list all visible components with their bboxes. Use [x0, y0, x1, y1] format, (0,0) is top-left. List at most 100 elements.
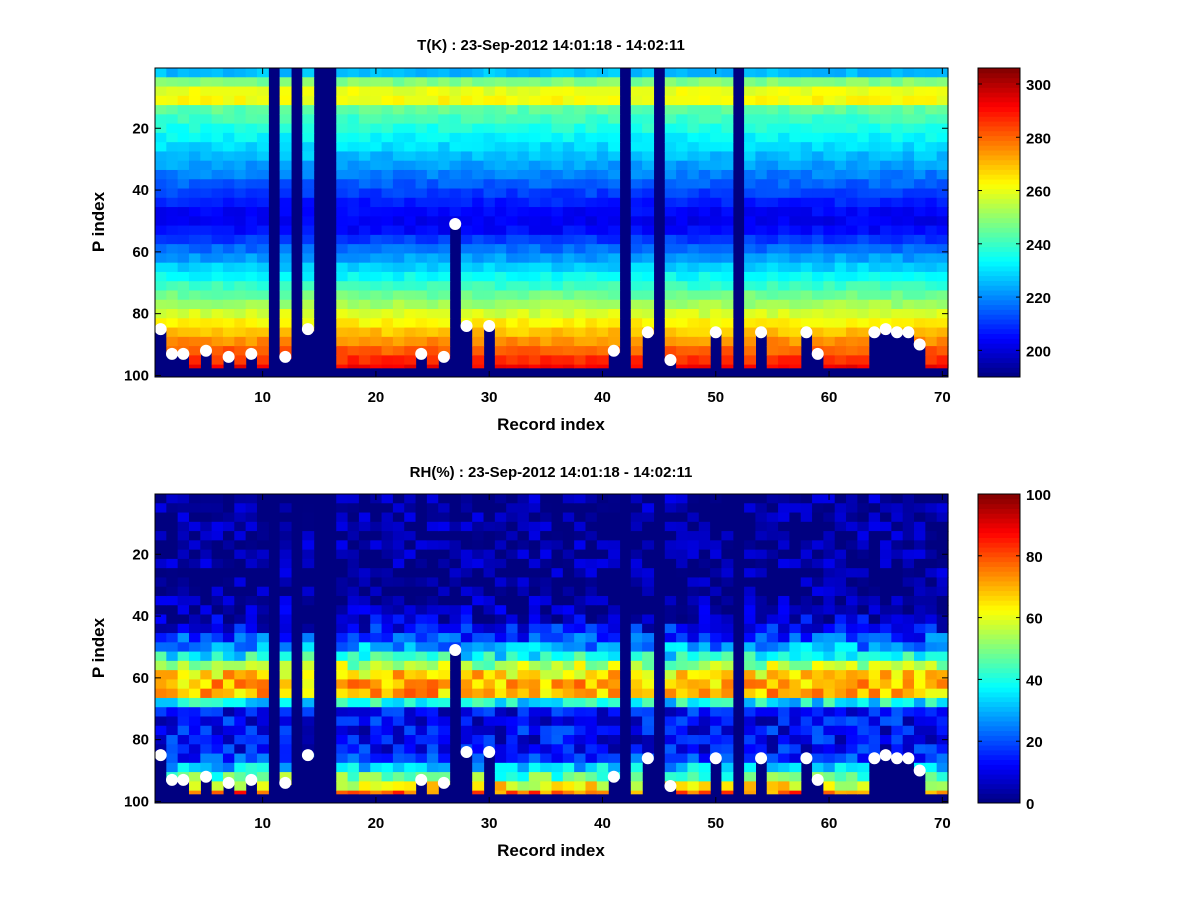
heatmap-cell — [517, 707, 530, 718]
heatmap-cell — [438, 707, 451, 718]
heatmap-cell — [812, 114, 824, 125]
heatmap-cell — [506, 151, 519, 162]
heatmap-cell — [279, 327, 292, 338]
heatmap-cell — [222, 225, 235, 236]
heatmap-cell — [256, 244, 269, 254]
heatmap-cell — [540, 586, 553, 597]
heatmap-cell — [426, 744, 439, 755]
heatmap-cell — [370, 160, 383, 171]
heatmap-cell — [936, 160, 949, 171]
heatmap-cell — [562, 68, 575, 78]
heatmap-cell — [630, 716, 643, 727]
heatmap-cell — [914, 318, 926, 329]
heatmap-cell — [800, 262, 813, 273]
heatmap-cell — [551, 735, 564, 745]
heatmap-cell — [891, 697, 904, 708]
heatmap-cell — [551, 188, 564, 199]
heatmap-cell — [177, 132, 190, 143]
heatmap-cell — [755, 660, 768, 671]
heatmap-cell — [585, 531, 598, 541]
heatmap-cell — [562, 503, 575, 514]
heatmap-cell — [494, 623, 507, 634]
heatmap-cell — [460, 614, 473, 625]
heatmap-cell — [902, 595, 915, 606]
heatmap-cell — [755, 595, 768, 606]
heatmap-cell — [687, 169, 700, 180]
heatmap-cell — [404, 753, 417, 764]
heatmap-cell — [766, 540, 779, 551]
heatmap-cell — [676, 735, 689, 745]
heatmap-cell — [279, 753, 292, 764]
heatmap-cell — [279, 290, 292, 301]
colorbar-swatch — [978, 798, 1020, 804]
heatmap-cell — [766, 642, 779, 653]
heatmap-cell — [392, 244, 405, 254]
heatmap-cell — [155, 577, 167, 588]
heatmap-cell — [302, 697, 315, 708]
heatmap-cell — [370, 114, 383, 125]
heatmap-cell — [177, 558, 190, 569]
heatmap-cell — [347, 568, 360, 579]
heatmap-cell — [211, 77, 224, 88]
heatmap-cell — [608, 142, 621, 153]
heatmap-cell — [698, 679, 711, 690]
heatmap-cell — [200, 151, 213, 162]
heatmap-cell — [574, 151, 587, 162]
surface-marker — [755, 752, 768, 765]
heatmap-cell — [562, 336, 575, 347]
heatmap-cell — [585, 169, 598, 180]
heatmap-cell — [925, 271, 938, 282]
heatmap-cell — [200, 299, 213, 310]
heatmap-cell — [585, 142, 598, 153]
heatmap-cell — [438, 633, 451, 643]
heatmap-cell — [336, 531, 349, 541]
heatmap-cell — [642, 123, 655, 134]
colorbar-tick-label: 260 — [1026, 184, 1051, 201]
heatmap-cell — [766, 216, 779, 227]
heatmap-cell — [279, 179, 292, 190]
heatmap-cell — [392, 216, 405, 227]
heatmap-cell — [834, 262, 847, 273]
colorbar-swatch — [978, 145, 1020, 151]
heatmap-cell — [415, 160, 428, 171]
heatmap-cell — [517, 179, 530, 190]
heatmap-cell — [676, 225, 689, 236]
heatmap-cell — [891, 688, 904, 699]
heatmap-cell — [755, 586, 768, 597]
heatmap-cell — [506, 586, 519, 597]
heatmap-cell — [222, 68, 235, 78]
heatmap-cell — [834, 299, 847, 310]
heatmap-cell — [540, 605, 553, 616]
heatmap-cell — [902, 679, 915, 690]
heatmap-cell — [721, 151, 734, 162]
heatmap-cell — [370, 327, 383, 338]
heatmap-cell — [460, 595, 473, 606]
heatmap-cell — [574, 707, 587, 718]
heatmap-cell — [812, 77, 824, 88]
heatmap-cell — [449, 605, 462, 616]
heatmap-cell — [211, 716, 224, 727]
heatmap-cell — [630, 558, 643, 569]
heatmap-cell — [834, 549, 847, 560]
heatmap-cell — [166, 86, 179, 97]
heatmap-cell — [902, 697, 915, 708]
heatmap-cell — [630, 169, 643, 180]
heatmap-cell — [664, 595, 677, 606]
heatmap-cell — [347, 642, 360, 653]
heatmap-cell — [687, 336, 700, 347]
heatmap-cell — [698, 623, 711, 634]
heatmap-cell — [494, 707, 507, 718]
heatmap-cell — [868, 290, 881, 301]
heatmap-cell — [211, 86, 224, 97]
heatmap-cell — [778, 151, 790, 162]
heatmap-cell — [415, 670, 428, 680]
colorbar-swatch — [978, 590, 1020, 596]
colorbar-swatch — [978, 125, 1020, 132]
heatmap-cell — [721, 244, 734, 254]
heatmap-cell — [846, 68, 858, 78]
heatmap-cell — [834, 503, 847, 514]
heatmap-cell — [506, 77, 519, 88]
heatmap-cell — [155, 521, 167, 532]
heatmap-cell — [721, 753, 734, 764]
heatmap-cell — [256, 77, 269, 88]
